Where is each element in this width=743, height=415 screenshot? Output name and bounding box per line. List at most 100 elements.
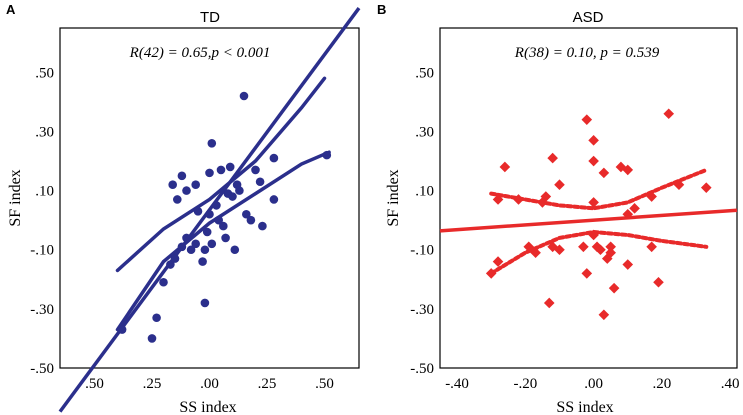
data-point bbox=[258, 221, 267, 231]
data-point bbox=[239, 91, 249, 101]
x-tick-label: .50 bbox=[85, 376, 104, 392]
panel-a-plot-frame bbox=[59, 27, 360, 369]
data-point bbox=[207, 239, 217, 249]
data-point bbox=[523, 241, 535, 253]
data-point bbox=[159, 277, 168, 287]
data-point bbox=[225, 162, 235, 172]
y-tick-label: -.30 bbox=[410, 302, 434, 318]
data-point bbox=[230, 245, 240, 255]
data-point bbox=[540, 191, 552, 202]
data-point bbox=[219, 221, 228, 231]
confidence-band-upper bbox=[115, 76, 327, 273]
data-point bbox=[588, 229, 599, 241]
panel-b-x-tick-labels: -.40 -.20 .00 .20 .40 bbox=[445, 376, 739, 392]
data-point bbox=[608, 282, 620, 294]
data-point bbox=[588, 135, 599, 146]
data-point bbox=[663, 108, 675, 120]
data-point bbox=[547, 152, 558, 164]
data-point bbox=[251, 165, 260, 175]
data-point bbox=[246, 215, 256, 225]
x-tick-label: .50 bbox=[315, 376, 334, 392]
panel-b-plot-frame bbox=[439, 27, 738, 369]
data-point bbox=[581, 268, 593, 279]
panel-b-regression-lines bbox=[439, 167, 738, 276]
x-tick-label: .40 bbox=[721, 376, 740, 392]
data-point bbox=[578, 241, 589, 253]
panel-b-stats-annotation: R(38) = 0.10, p = 0.539 bbox=[514, 45, 660, 61]
data-point bbox=[182, 233, 191, 243]
data-point bbox=[228, 192, 237, 201]
y-tick-label: .30 bbox=[35, 124, 54, 140]
panel-b-y-tick-labels: .50 .30 .10 -.10 -.30 -.50 bbox=[410, 65, 434, 377]
data-point bbox=[170, 254, 180, 263]
data-point bbox=[207, 139, 217, 148]
data-point bbox=[588, 155, 599, 167]
data-point bbox=[166, 260, 175, 269]
data-point bbox=[200, 298, 210, 308]
panel-a-x-tick-labels: .50 .25 .00 .25 .50 bbox=[85, 376, 334, 392]
x-tick-label: .20 bbox=[653, 376, 672, 392]
y-tick-label: .50 bbox=[35, 65, 54, 81]
x-tick-label: -.40 bbox=[445, 376, 469, 392]
panel-a-stats-annotation: R(42) = 0.65,p < 0.001 bbox=[129, 45, 271, 61]
data-point bbox=[615, 161, 627, 173]
data-point bbox=[622, 164, 634, 176]
data-point bbox=[186, 245, 196, 255]
data-point bbox=[193, 207, 203, 216]
data-point bbox=[147, 334, 157, 343]
data-point bbox=[601, 253, 613, 264]
regression-line bbox=[58, 7, 361, 413]
x-tick-label: .25 bbox=[143, 376, 162, 392]
data-point bbox=[513, 194, 524, 205]
data-point bbox=[629, 203, 640, 214]
data-point bbox=[173, 195, 182, 204]
data-point bbox=[198, 257, 207, 266]
data-point bbox=[117, 325, 127, 334]
data-point bbox=[554, 244, 565, 256]
data-point bbox=[547, 241, 558, 253]
data-point bbox=[598, 309, 610, 321]
y-tick-label: .50 bbox=[415, 65, 434, 81]
data-point bbox=[242, 209, 251, 219]
data-point bbox=[152, 313, 161, 323]
data-point bbox=[216, 165, 226, 175]
data-point bbox=[646, 191, 657, 202]
x-tick-label: .00 bbox=[584, 376, 603, 392]
data-point bbox=[168, 180, 177, 189]
y-tick-label: .10 bbox=[35, 184, 54, 200]
data-point bbox=[581, 114, 593, 125]
data-point bbox=[605, 241, 616, 253]
data-point bbox=[205, 209, 214, 219]
y-tick-label: .30 bbox=[415, 124, 434, 140]
data-point bbox=[622, 208, 634, 220]
data-point bbox=[543, 297, 555, 309]
data-point bbox=[202, 227, 212, 237]
regression-line bbox=[439, 208, 738, 233]
data-point bbox=[622, 259, 634, 270]
panel-td: A TD R(42) = 0.65,p < 0.001 SS index SF … bbox=[6, 2, 361, 415]
data-point bbox=[269, 153, 279, 163]
data-point bbox=[191, 239, 200, 249]
data-point bbox=[646, 241, 657, 253]
panel-a-y-axis-label: SF index bbox=[7, 169, 24, 226]
x-tick-label: -.20 bbox=[513, 376, 537, 392]
data-point bbox=[499, 161, 511, 173]
panel-asd: B ASD R(38) = 0.10, p = 0.539 SS index S… bbox=[377, 2, 740, 415]
panel-label-a: A bbox=[6, 2, 16, 17]
data-point bbox=[177, 171, 187, 181]
data-point bbox=[554, 179, 565, 190]
data-point bbox=[221, 233, 230, 243]
panel-a-regression-lines bbox=[58, 7, 361, 413]
data-point bbox=[605, 247, 616, 258]
data-point bbox=[530, 247, 541, 258]
y-tick-label: -.50 bbox=[410, 361, 434, 377]
data-point bbox=[588, 197, 599, 208]
panel-b-x-axis-label: SS index bbox=[556, 399, 613, 415]
data-point bbox=[653, 276, 664, 288]
data-point bbox=[322, 150, 332, 160]
y-tick-label: -.10 bbox=[410, 243, 434, 259]
panel-a-y-tick-labels: .50 .30 .10 -.10 -.30 -.50 bbox=[30, 65, 54, 377]
data-point bbox=[177, 242, 187, 252]
panel-b-title: ASD bbox=[573, 9, 604, 26]
